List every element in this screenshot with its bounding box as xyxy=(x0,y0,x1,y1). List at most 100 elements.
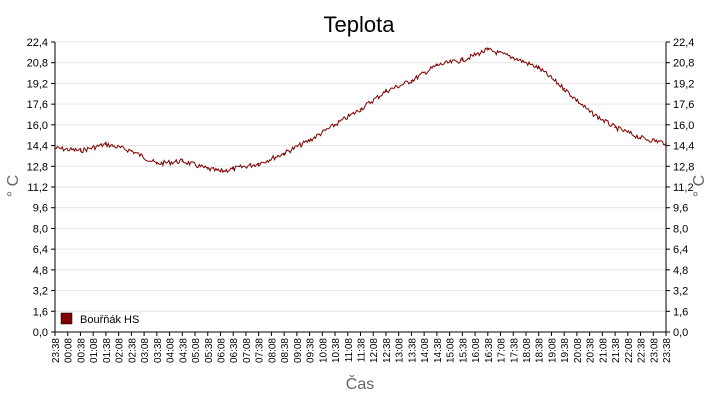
data-point xyxy=(410,80,413,82)
data-point xyxy=(156,162,158,165)
x-tick-label: 00:38 xyxy=(76,338,87,363)
y-tick-label-right: 22,4 xyxy=(673,37,694,49)
x-tick-label: 17:08 xyxy=(497,338,508,363)
y-tick-label-right: 3,2 xyxy=(673,286,688,298)
x-tick-label: 08:38 xyxy=(280,338,291,363)
y-tick-label-left: 20,8 xyxy=(27,58,48,70)
series-line-1 xyxy=(54,47,667,174)
x-tick-label: 15:08 xyxy=(446,338,457,363)
x-tick-label: 20:08 xyxy=(573,338,584,363)
x-tick-label: 19:38 xyxy=(560,338,571,363)
y-tick-label-left: 6,4 xyxy=(33,244,48,256)
y-tick-label-right: 0,0 xyxy=(673,327,688,339)
data-point xyxy=(512,56,515,59)
y-tick-label-right: 9,6 xyxy=(673,203,688,215)
y-tick-label-left: 8,0 xyxy=(33,223,48,235)
legend-label: Bouřňák HS xyxy=(80,314,139,326)
x-tick-label: 03:38 xyxy=(153,338,164,363)
y-tick-label-left: 14,4 xyxy=(27,141,48,153)
x-tick-label: 21:08 xyxy=(598,338,609,363)
y-tick-label-left: 9,6 xyxy=(33,203,48,215)
x-tick-label: 16:08 xyxy=(471,338,482,363)
data-point xyxy=(283,152,285,155)
data-point xyxy=(308,139,311,142)
x-tick-label: 19:08 xyxy=(547,338,558,363)
x-tick-label: 04:38 xyxy=(178,338,189,363)
x-tick-label: 22:08 xyxy=(624,338,635,363)
x-tick-label: 06:08 xyxy=(216,338,227,363)
y-tick-label-left: 16,0 xyxy=(27,120,48,132)
y-tick-label-left: 0,0 xyxy=(33,327,48,339)
legend-swatch xyxy=(60,312,73,325)
x-tick-label: 18:08 xyxy=(522,338,533,363)
y-tick-label-right: 14,4 xyxy=(673,141,694,153)
x-tick-label: 10:08 xyxy=(318,338,329,363)
x-tick-label: 04:08 xyxy=(166,338,177,363)
y-tick-label-right: 20,8 xyxy=(673,58,694,70)
x-tick-label: 02:08 xyxy=(115,338,126,363)
x-tick-label: 23:08 xyxy=(649,338,660,363)
y-tick-label-left: 22,4 xyxy=(27,37,48,49)
x-tick-label: 23:38 xyxy=(662,338,673,363)
data-point xyxy=(105,143,107,146)
data-point xyxy=(461,59,464,61)
x-tick-label: 12:08 xyxy=(369,338,380,363)
y-tick-label-right: 12,8 xyxy=(673,161,694,173)
data-point xyxy=(487,49,489,51)
x-tick-label: 15:38 xyxy=(458,338,469,363)
y-tick-label-right: 8,0 xyxy=(673,223,688,235)
data-point xyxy=(639,137,642,139)
y-tick-label-right: 4,8 xyxy=(673,265,688,277)
data-point xyxy=(79,150,82,152)
y-tick-label-right: 6,4 xyxy=(673,244,688,256)
data-point xyxy=(385,90,387,92)
data-point xyxy=(232,168,234,170)
x-tick-label: 14:38 xyxy=(433,338,444,363)
x-tick-label: 01:38 xyxy=(102,338,113,363)
data-point xyxy=(54,147,56,149)
y-tick-label-left: 4,8 xyxy=(33,265,48,277)
x-tick-label: 09:08 xyxy=(293,338,304,363)
y-tick-label-right: 1,6 xyxy=(673,306,688,318)
x-tick-label: 13:08 xyxy=(395,338,406,363)
x-tick-label: 03:08 xyxy=(140,338,151,363)
x-tick-label: 11:08 xyxy=(344,338,355,363)
y-tick-label-right: 11,2 xyxy=(673,182,694,194)
x-tick-label: 21:38 xyxy=(611,338,622,363)
x-tick-label: 00:08 xyxy=(64,338,75,363)
x-tick-label: 10:38 xyxy=(331,338,342,363)
data-point xyxy=(181,160,184,162)
data-point xyxy=(130,150,133,152)
y-tick-label-left: 19,2 xyxy=(27,78,48,90)
x-tick-label: 01:08 xyxy=(89,338,100,363)
chart-title: Teplota xyxy=(324,12,396,37)
data-point xyxy=(219,170,222,173)
x-tick-label: 09:38 xyxy=(306,338,317,363)
data-point xyxy=(588,111,591,113)
y-tick-label-right: 16,0 xyxy=(673,120,694,132)
x-tick-label: 12:38 xyxy=(382,338,393,363)
data-point xyxy=(257,162,260,165)
legend: Bouřňák HS xyxy=(60,312,139,326)
y-tick-label-left: 1,6 xyxy=(33,306,48,318)
x-tick-label: 14:08 xyxy=(420,338,431,363)
x-tick-label: 23:38 xyxy=(51,338,62,363)
data-point xyxy=(563,87,565,90)
x-tick-label: 07:08 xyxy=(242,338,253,363)
x-tick-label: 08:08 xyxy=(267,338,278,363)
y-axis-label-left: ° C xyxy=(5,175,22,197)
x-axis-label: Čas xyxy=(346,374,374,393)
y-tick-label-left: 3,2 xyxy=(33,286,48,298)
data-point xyxy=(207,168,209,170)
x-tick-label: 07:38 xyxy=(255,338,266,363)
x-tick-label: 17:38 xyxy=(509,338,520,363)
y-tick-label-left: 12,8 xyxy=(27,161,48,173)
data-point xyxy=(537,67,540,69)
y-tick-label-right: 17,6 xyxy=(673,99,694,111)
x-tick-label: 22:38 xyxy=(637,338,648,363)
y-tick-label-right: 19,2 xyxy=(673,78,694,90)
y-axis-label-right: ° C xyxy=(691,175,708,197)
x-tick-label: 02:38 xyxy=(127,338,138,363)
